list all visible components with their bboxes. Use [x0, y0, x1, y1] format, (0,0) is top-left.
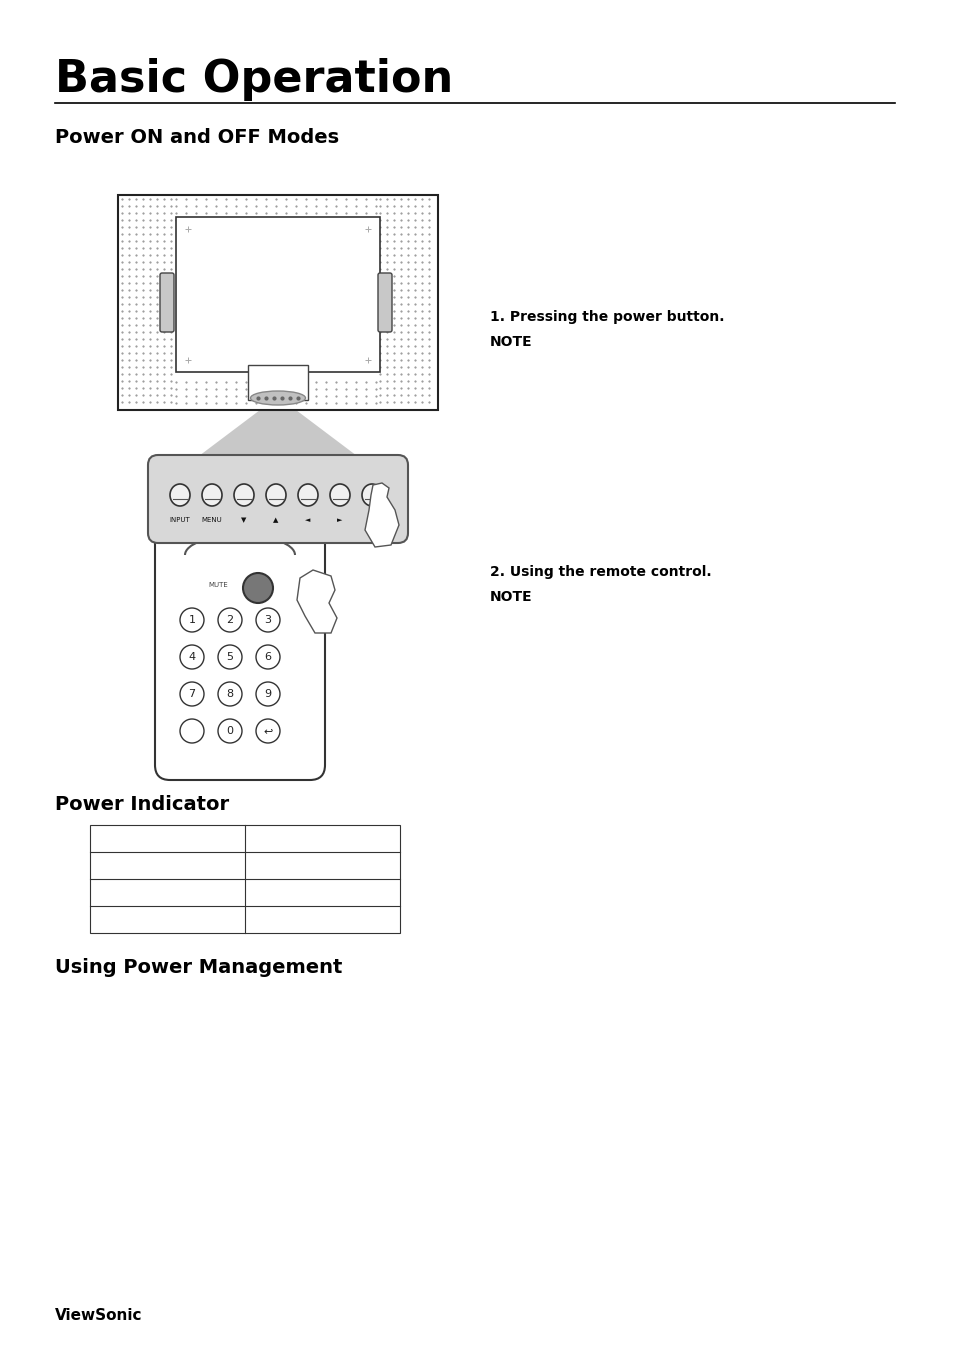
Text: INPUT: INPUT [170, 517, 191, 523]
Polygon shape [296, 570, 336, 634]
Text: 3: 3 [264, 615, 272, 626]
Text: 2: 2 [226, 615, 233, 626]
Text: 9: 9 [264, 689, 272, 698]
Ellipse shape [361, 484, 381, 507]
Circle shape [218, 608, 242, 632]
Text: ▲: ▲ [273, 517, 278, 523]
Bar [118, 195, 437, 409]
Circle shape [180, 644, 204, 669]
Text: MENU: MENU [201, 517, 222, 523]
Text: Power Indicator: Power Indicator [55, 794, 229, 815]
Text: 8: 8 [226, 689, 233, 698]
Circle shape [180, 682, 204, 707]
Circle shape [180, 719, 204, 743]
Text: NOTE: NOTE [490, 335, 532, 349]
Text: ▼: ▼ [241, 517, 247, 523]
Circle shape [255, 608, 280, 632]
Bar [90, 825, 399, 934]
Circle shape [255, 644, 280, 669]
Ellipse shape [202, 484, 222, 507]
FancyBboxPatch shape [377, 273, 392, 332]
Circle shape [243, 573, 273, 603]
Bar [175, 218, 379, 372]
Ellipse shape [251, 390, 305, 405]
Ellipse shape [297, 484, 317, 507]
Ellipse shape [170, 484, 190, 507]
FancyBboxPatch shape [148, 455, 408, 543]
Text: Using Power Management: Using Power Management [55, 958, 342, 977]
Text: ►: ► [337, 517, 342, 523]
Text: 5: 5 [226, 653, 233, 662]
Text: 7: 7 [189, 689, 195, 698]
Text: 4: 4 [189, 653, 195, 662]
Text: 6: 6 [264, 653, 272, 662]
Ellipse shape [266, 484, 286, 507]
Circle shape [180, 608, 204, 632]
Circle shape [218, 682, 242, 707]
Text: NOTE: NOTE [490, 590, 532, 604]
Text: ◄: ◄ [305, 517, 311, 523]
Text: 0: 0 [226, 725, 233, 736]
Text: 1: 1 [189, 615, 195, 626]
Text: ViewSonic: ViewSonic [55, 1308, 142, 1323]
Text: 1. Pressing the power button.: 1. Pressing the power button. [490, 309, 723, 324]
FancyBboxPatch shape [160, 273, 173, 332]
Circle shape [255, 719, 280, 743]
Text: Basic Operation: Basic Operation [55, 58, 453, 101]
Text: MUTE: MUTE [208, 582, 228, 588]
FancyBboxPatch shape [154, 515, 325, 780]
Circle shape [255, 682, 280, 707]
Polygon shape [365, 484, 398, 547]
Circle shape [218, 719, 242, 743]
Bar [248, 365, 308, 400]
Text: ↩: ↩ [263, 725, 273, 736]
Ellipse shape [330, 484, 350, 507]
Text: 2. Using the remote control.: 2. Using the remote control. [490, 565, 711, 580]
Circle shape [218, 644, 242, 669]
Text: Power ON and OFF Modes: Power ON and OFF Modes [55, 128, 338, 147]
Polygon shape [183, 409, 373, 467]
Ellipse shape [233, 484, 253, 507]
